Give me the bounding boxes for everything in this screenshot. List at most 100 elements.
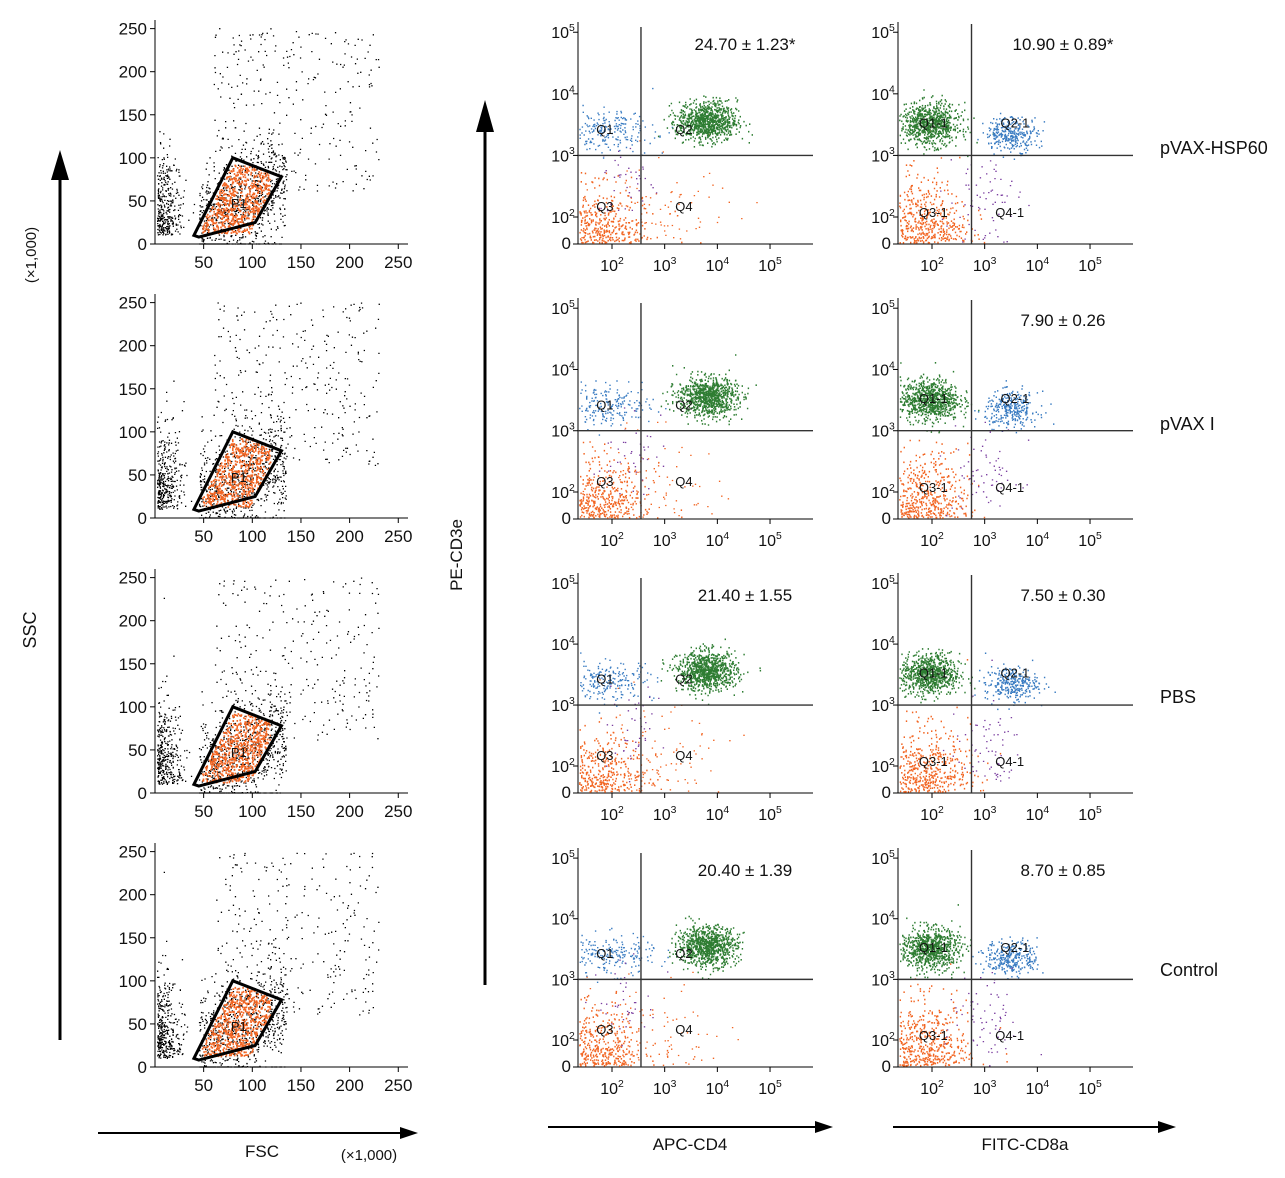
x-tick-label: 103	[973, 531, 997, 550]
apc-cd4-axis-arrow	[548, 1121, 833, 1133]
x-tick-label: 250	[384, 802, 412, 821]
q2-events	[657, 95, 753, 148]
x-tick-label: 100	[238, 1076, 266, 1095]
cd8-percentage-label: 7.90 ± 0.26	[1021, 311, 1106, 330]
x-tick-label: 105	[758, 531, 782, 550]
q1-events	[579, 927, 670, 983]
y-tick-label: 104	[551, 635, 575, 654]
y-tick-label: 200	[119, 612, 147, 631]
y-tick-label: 0	[882, 1057, 891, 1076]
q4-1-events	[939, 421, 1030, 517]
y-tick-label: 105	[871, 23, 895, 42]
fsc-ssc-panel: 0 50 100 150 200 250 50 100 150 200 250 P1	[119, 843, 413, 1095]
q3-1-events	[899, 130, 986, 244]
y-tick-label: 0	[138, 509, 147, 528]
y-tick-label: 102	[871, 757, 895, 776]
cd8-percentage-label: 10.90 ± 0.89*	[1012, 35, 1113, 54]
x-tick-label: 102	[600, 1079, 624, 1098]
event-dots	[157, 852, 380, 1068]
q4-events	[589, 971, 739, 1066]
fsc-axis-arrow	[98, 1127, 418, 1139]
quadrant-label: Q2	[675, 672, 692, 687]
y-tick-label: 105	[871, 299, 895, 318]
x-tick-label: 103	[973, 1079, 997, 1098]
gate-p1	[191, 155, 284, 239]
quadrant-label: Q3-1	[919, 480, 948, 495]
y-tick-label: 0	[138, 235, 147, 254]
x-tick-label: 105	[1078, 531, 1102, 550]
y-tick-label: 104	[871, 910, 895, 929]
y-tick-label: 102	[551, 483, 575, 502]
quadrant-label: Q3-1	[919, 754, 948, 769]
y-tick-label: 103	[871, 422, 895, 441]
q4-events	[582, 421, 730, 519]
quadrant-label: Q4-1	[995, 1028, 1024, 1043]
y-tick-label: 0	[882, 783, 891, 802]
y-tick-label: 250	[119, 294, 147, 313]
quadrant-label: Q2-1	[1000, 116, 1029, 131]
x-tick-label: 50	[194, 253, 213, 272]
quadrant-label: Q4	[675, 474, 692, 489]
y-tick-label: 250	[119, 20, 147, 39]
quadrant-label: Q4	[675, 748, 692, 763]
y-tick-label: 250	[119, 569, 147, 588]
quadrant-label: Q3	[596, 748, 613, 763]
group-label-pbs: PBS	[1160, 687, 1196, 707]
y-tick-label: 50	[128, 741, 147, 760]
cd8-panel: 0 102 103 104 105 102 103 104 105 Q1-1 Q2-1 Q3-1 Q4-…	[871, 848, 1133, 1098]
q3-events	[579, 427, 683, 519]
x-tick-label: 200	[335, 253, 363, 272]
q3-events	[579, 716, 659, 793]
quadrant-label: Q4-1	[995, 480, 1024, 495]
y-tick-label: 102	[871, 1031, 895, 1050]
q2-1-events	[972, 936, 1044, 980]
event-dots	[579, 915, 745, 1067]
x-tick-label: 105	[758, 256, 782, 275]
q3-1-events	[899, 963, 1008, 1067]
y-tick-label: 0	[562, 234, 571, 253]
quadrant-label: Q1-1	[919, 666, 948, 681]
quadrant-label: Q3-1	[919, 1028, 948, 1043]
quadrant-label: Q1	[596, 946, 613, 961]
event-dots	[899, 362, 1055, 519]
x-tick-label: 100	[238, 527, 266, 546]
events	[157, 577, 380, 794]
y-tick-label: 100	[119, 698, 147, 717]
x-tick-label: 104	[1026, 531, 1050, 550]
events	[157, 302, 380, 519]
q3-1-events	[899, 439, 986, 519]
fsc-unit-label: (×1,000)	[341, 1147, 397, 1164]
x-tick-label: 102	[920, 531, 944, 550]
x-tick-label: 102	[600, 805, 624, 824]
x-tick-label: 250	[384, 527, 412, 546]
quadrant-label: Q2	[675, 122, 692, 137]
group-label-control: Control	[1160, 960, 1218, 980]
q2-events	[669, 915, 745, 980]
quadrant-label: Q1-1	[919, 116, 948, 131]
y-tick-label: 0	[562, 509, 571, 528]
q1-1-events	[899, 904, 972, 979]
quadrant-label: Q1	[596, 122, 613, 137]
y-tick-label: 0	[138, 784, 147, 803]
quadrant-label: Q2	[675, 946, 692, 961]
quadrant-label: Q2-1	[1000, 940, 1029, 955]
x-tick-label: 50	[194, 802, 213, 821]
gated-events	[201, 986, 272, 1058]
fsc-ssc-panel: 0 50 100 150 200 250 50 100 150 200 250 P1	[119, 20, 413, 272]
y-tick-label: 0	[138, 1058, 147, 1077]
x-tick-label: 102	[600, 531, 624, 550]
q3-events	[579, 976, 669, 1067]
cd4-panel: 0 102 103 104 105 102 103 104 105 Q1 Q2 Q3 Q4 20.40 ±…	[551, 848, 813, 1098]
x-tick-label: 150	[287, 1076, 315, 1095]
y-tick-label: 150	[119, 380, 147, 399]
cd8-percentage-label: 7.50 ± 0.30	[1021, 586, 1106, 605]
event-dots	[157, 28, 380, 245]
y-tick-label: 200	[119, 63, 147, 82]
cd4-percentage-label: 24.70 ± 1.23*	[694, 35, 795, 54]
transition-events	[593, 407, 665, 496]
x-tick-label: 103	[973, 256, 997, 275]
x-tick-label: 104	[1026, 1079, 1050, 1098]
cd8-panel: 0 102 103 104 105 102 103 104 105 Q1-1 Q2-1 Q3-1 Q4-…	[871, 573, 1133, 824]
x-tick-label: 104	[706, 256, 730, 275]
cd8-panel: 0 102 103 104 105 102 103 104 105 Q1-1 Q2-1 Q3-1 Q4-…	[871, 298, 1133, 550]
